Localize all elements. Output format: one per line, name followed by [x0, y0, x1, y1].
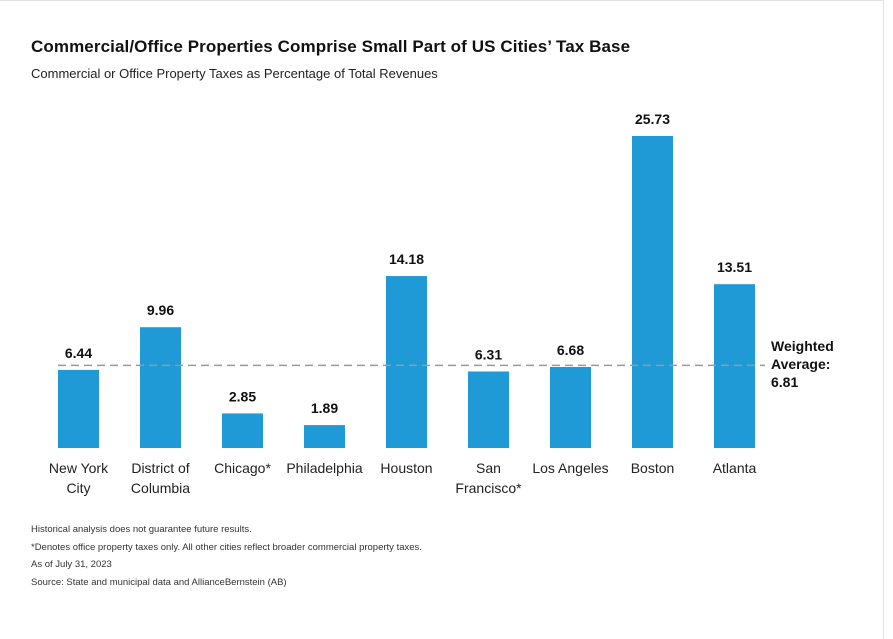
data-label-6: 6.68 [557, 342, 584, 358]
average-annotation: Weighted Average: 6.81 [771, 337, 834, 391]
category-label-1-line2: Columbia [131, 480, 190, 496]
category-label-0-line2: City [66, 480, 90, 496]
chart-title: Commercial/Office Properties Comprise Sm… [31, 37, 631, 56]
category-label-5: San [476, 460, 501, 476]
data-label-8: 13.51 [717, 259, 752, 275]
footnote-date: As of July 31, 2023 [31, 559, 112, 570]
category-label-8: Atlanta [713, 460, 757, 476]
bar-7 [632, 136, 673, 448]
category-label-7: Boston [631, 460, 675, 476]
chart-subtitle: Commercial or Office Property Taxes as P… [31, 66, 438, 81]
category-label-6: Los Angeles [532, 460, 608, 476]
bar-4 [386, 276, 427, 448]
category-label-0: New York [49, 460, 109, 476]
bar-6 [550, 366, 591, 448]
footnote-asterisk: *Denotes office property taxes only. All… [31, 541, 422, 553]
bar-0 [58, 369, 99, 448]
average-label-line1: Weighted [771, 338, 834, 354]
bar-1 [140, 327, 181, 448]
category-label-4: Houston [380, 460, 432, 476]
bar-3 [304, 425, 345, 448]
data-label-2: 2.85 [229, 388, 256, 404]
category-label-5-line2: Francisco* [455, 480, 522, 496]
category-label-2: Chicago* [214, 460, 271, 476]
average-value: 6.81 [771, 374, 799, 390]
bar-5 [468, 371, 509, 448]
data-label-3: 1.89 [311, 400, 338, 416]
data-label-0: 6.44 [65, 345, 92, 361]
average-label-line2: Average: [771, 356, 831, 372]
footnote-source: Source: State and municipal data and All… [31, 576, 287, 588]
data-label-5: 6.31 [475, 346, 502, 362]
data-label-1: 9.96 [147, 302, 174, 318]
data-label-4: 14.18 [389, 251, 424, 267]
footnote-disclaimer: Historical analysis does not guarantee f… [31, 524, 252, 535]
bar-2 [222, 413, 263, 448]
data-label-7: 25.73 [635, 111, 670, 127]
category-label-3: Philadelphia [286, 460, 362, 476]
category-label-1: District of [131, 460, 189, 476]
footnotes: Historical analysis does not guarantee f… [31, 521, 422, 591]
